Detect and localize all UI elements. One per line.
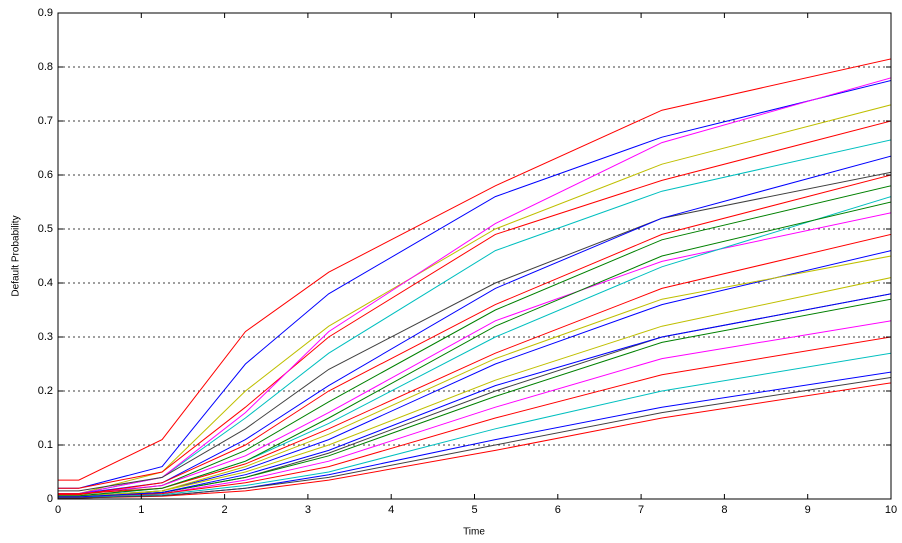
x-tick-label: 1 <box>138 504 144 516</box>
series-line <box>58 58 892 481</box>
y-tick-label: 0.1 <box>38 439 53 451</box>
series-line <box>58 233 892 495</box>
y-tick-label: 0.3 <box>38 331 53 343</box>
axes-box <box>57 12 892 500</box>
series-line <box>58 171 892 492</box>
series-line <box>58 277 892 497</box>
x-tick-label: 8 <box>721 504 727 516</box>
y-tick-label: 0 <box>47 493 53 505</box>
x-tick-label: 6 <box>555 504 561 516</box>
series-line <box>58 80 892 489</box>
x-axis-label: Time <box>463 527 485 538</box>
y-tick-label: 0.5 <box>38 223 53 235</box>
x-tick-label: 3 <box>305 504 311 516</box>
series-line <box>58 320 892 498</box>
series-line <box>58 104 892 495</box>
x-tick-label: 7 <box>638 504 644 516</box>
y-tick-label: 0.4 <box>38 277 53 289</box>
series-line <box>58 155 892 495</box>
y-axis-label: Default Probability <box>11 215 22 296</box>
y-tick-label: 0.6 <box>38 169 53 181</box>
series-line <box>58 352 892 498</box>
series-line <box>58 298 892 498</box>
y-tick-label: 0.7 <box>38 115 53 127</box>
x-tick-label: 10 <box>885 504 897 516</box>
series-line <box>58 377 892 499</box>
x-tick-label: 2 <box>222 504 228 516</box>
x-tick-label: 5 <box>471 504 477 516</box>
series-line <box>58 174 892 496</box>
y-tick-label: 0.9 <box>38 7 53 19</box>
y-tick-label: 0.8 <box>38 61 53 73</box>
series-line <box>58 77 892 495</box>
series-line <box>58 293 892 498</box>
x-tick-label: 9 <box>805 504 811 516</box>
x-tick-label: 4 <box>388 504 394 516</box>
x-tick-label: 0 <box>55 504 61 516</box>
y-tick-label: 0.2 <box>38 385 53 397</box>
series-line <box>58 201 892 497</box>
series-line <box>58 185 892 496</box>
plot-area <box>58 12 892 500</box>
series-line <box>58 293 892 497</box>
